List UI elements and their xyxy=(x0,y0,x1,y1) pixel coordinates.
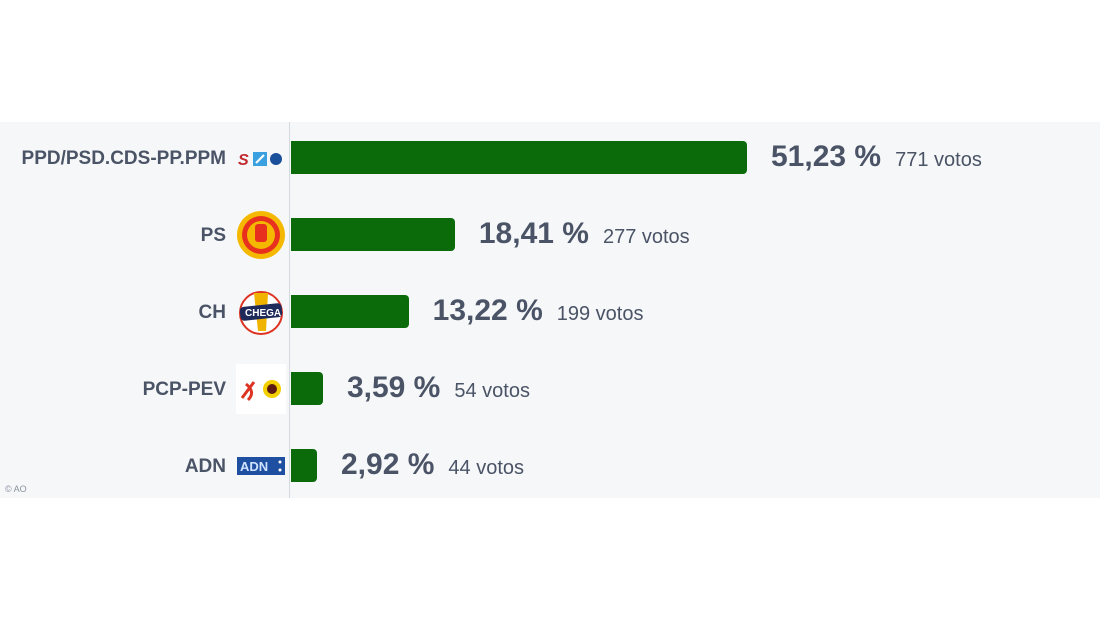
value-label: 13,22 % 199 votos xyxy=(433,294,644,328)
value-label: 2,92 % 44 votos xyxy=(341,448,524,482)
bar-row: CH CHEGA 13,22 % 199 votos xyxy=(0,291,1100,335)
party-label: CH xyxy=(198,302,226,323)
party-label: PS xyxy=(200,225,226,246)
bar-row: ADN ADN 2,92 % 44 votos xyxy=(0,448,1100,483)
ad-coalition-logo-icon: S xyxy=(236,133,286,183)
bar xyxy=(291,372,323,405)
bar xyxy=(291,141,747,174)
bar xyxy=(291,295,409,328)
percent-label: 3,59 % xyxy=(346,371,441,404)
bar xyxy=(291,218,455,251)
adn-logo-icon: ADN xyxy=(236,441,286,491)
votes-label: 771 votos xyxy=(895,149,982,171)
bar-row: PPD/PSD.CDS-PP.PPM S 51,23 % 771 votos xyxy=(0,140,1100,175)
svg-text:ADN: ADN xyxy=(240,459,268,474)
value-label: 3,59 % 54 votos xyxy=(347,371,530,405)
svg-text:CHEGA: CHEGA xyxy=(245,308,281,319)
percent-label: 2,92 % xyxy=(340,448,435,481)
ps-fist-logo-icon xyxy=(236,210,286,260)
cdu-hammer-sickle-sunflower-logo-icon xyxy=(236,364,286,414)
party-label: ADN xyxy=(184,456,226,477)
votes-label: 199 votos xyxy=(556,303,644,325)
votes-label: 277 votos xyxy=(602,226,690,248)
value-label: 18,41 % 277 votos xyxy=(479,217,690,251)
credit: © AO xyxy=(5,484,27,494)
value-label: 51,23 % 771 votos xyxy=(771,140,982,174)
bar xyxy=(291,449,317,482)
percent-label: 13,22 % xyxy=(432,294,543,327)
svg-text:S: S xyxy=(238,152,249,169)
percent-label: 18,41 % xyxy=(478,217,589,250)
votes-label: 54 votos xyxy=(454,380,530,402)
votes-label: 44 votos xyxy=(448,457,524,479)
percent-label: 51,23 % xyxy=(771,140,882,173)
bar-row: PCP-PEV 3,59 % 54 votos xyxy=(0,364,1100,414)
party-label: PCP-PEV xyxy=(142,379,226,400)
bar-row: PS 18,41 % 277 votos xyxy=(0,211,1100,259)
chart-panel xyxy=(0,122,1100,498)
party-label: PPD/PSD.CDS-PP.PPM xyxy=(21,148,226,169)
axis-line xyxy=(289,122,290,498)
chega-logo-icon: CHEGA xyxy=(236,287,286,337)
